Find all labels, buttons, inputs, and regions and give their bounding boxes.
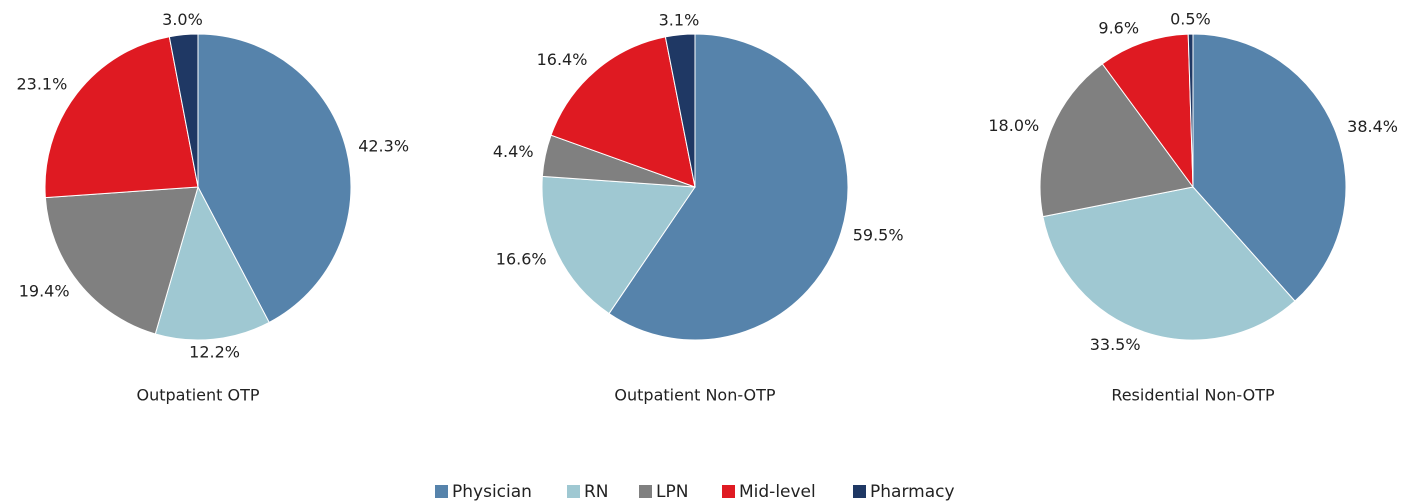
data-label: 16.6% — [496, 249, 547, 268]
legend-label: LPN — [656, 482, 688, 501]
chart-title: Residential Non-OTP — [1111, 386, 1275, 405]
data-label: 0.5% — [1170, 10, 1211, 29]
data-label: 16.4% — [537, 50, 588, 69]
legend-swatch — [567, 485, 580, 498]
pie-slice — [197, 33, 352, 324]
data-label: 33.5% — [1090, 335, 1141, 354]
legend-swatch — [853, 485, 866, 498]
pie-slice — [44, 186, 199, 335]
pie-slice — [44, 36, 199, 199]
pie-slice — [154, 185, 270, 341]
legend-swatch — [722, 485, 735, 498]
data-label: 38.4% — [1347, 117, 1398, 136]
data-label: 59.5% — [853, 226, 904, 245]
legend-swatch — [435, 485, 448, 498]
pie-slice — [1192, 33, 1347, 302]
data-label: 18.0% — [988, 116, 1039, 135]
pie-slice — [664, 33, 696, 188]
legend-label: Physician — [452, 482, 532, 501]
pie-slice — [541, 175, 696, 315]
data-label: 12.2% — [189, 343, 240, 362]
data-label: 19.4% — [19, 281, 70, 300]
chart-title: Outpatient OTP — [136, 386, 259, 405]
pie-slice — [168, 33, 199, 188]
data-label: 3.0% — [162, 10, 203, 29]
legend-label: Mid-level — [739, 482, 816, 501]
pie-slice — [1042, 186, 1296, 341]
pie-slice — [608, 33, 849, 341]
legend-label: RN — [584, 482, 609, 501]
data-label: 3.1% — [659, 10, 700, 29]
pie-slice — [1039, 63, 1194, 218]
data-label: 4.4% — [493, 142, 534, 161]
pie-slice — [1101, 33, 1194, 189]
legend-swatch — [639, 485, 652, 498]
data-label: 23.1% — [16, 75, 67, 94]
data-label: 9.6% — [1098, 19, 1139, 38]
chart-title: Outpatient Non-OTP — [614, 386, 776, 405]
legend-label: Pharmacy — [870, 482, 955, 501]
data-label: 42.3% — [358, 136, 409, 155]
pie-slice — [1187, 33, 1194, 188]
pie-slice — [550, 36, 696, 188]
